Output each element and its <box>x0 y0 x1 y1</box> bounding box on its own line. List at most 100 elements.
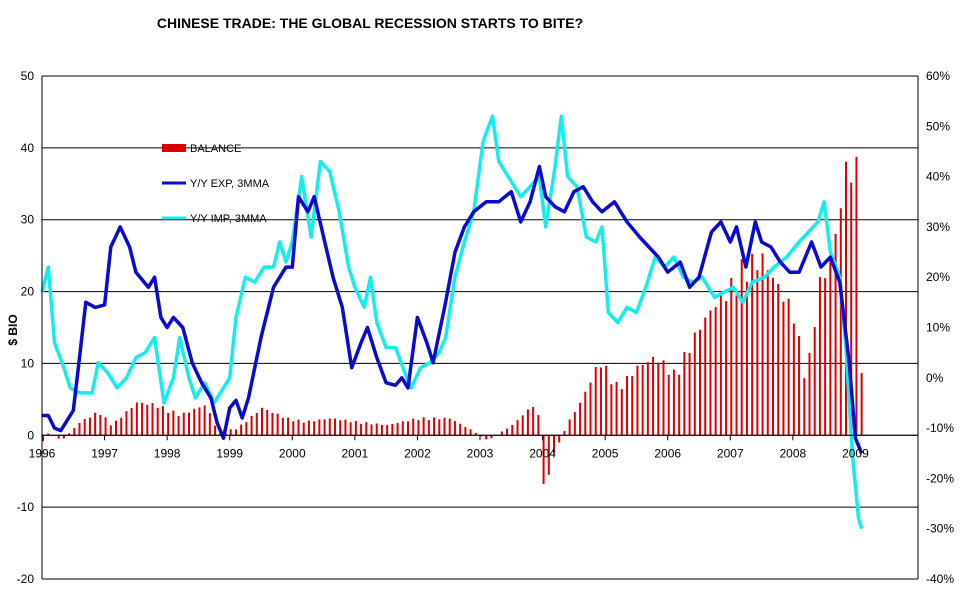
balance-bar <box>672 369 675 436</box>
balance-bar <box>542 435 545 485</box>
balance-bar <box>667 374 670 436</box>
balance-bar <box>438 419 441 436</box>
balance-bar <box>506 428 509 436</box>
balance-bar <box>443 417 446 436</box>
x-tick-label: 2007 <box>717 446 744 460</box>
y2-tick-label: 20% <box>926 270 950 284</box>
y-tick-label: 20 <box>21 285 35 299</box>
balance-bar <box>386 424 389 436</box>
balance-bar <box>730 277 733 436</box>
balance-bar <box>391 423 394 436</box>
balance-bar <box>120 417 123 436</box>
balance-bar <box>135 402 138 436</box>
balance-bar <box>182 412 185 436</box>
balance-bar <box>818 277 821 436</box>
y2-tick-label: 60% <box>926 69 950 83</box>
y2-tick-label: -40% <box>926 572 954 586</box>
balance-bar <box>156 407 159 436</box>
right-axis-ticks: -40% -30% -20% -10% 0% 10% 20% 30% 40% 50% 60% <box>926 69 954 586</box>
balance-bar <box>104 417 107 436</box>
balance-bar <box>584 391 587 436</box>
x-tick-label: 2003 <box>467 446 494 460</box>
y2-tick-label: -30% <box>926 522 954 536</box>
balance-bar <box>850 182 853 436</box>
balance-bar <box>646 362 649 436</box>
balance-bar <box>125 411 128 436</box>
balance-bar <box>276 413 279 436</box>
balance-bar <box>547 435 550 475</box>
legend-label-exports: Y/Y EXP, 3MMA <box>190 178 270 190</box>
balance-bar <box>266 409 269 436</box>
y-tick-label: 50 <box>21 69 35 83</box>
balance-bar <box>422 417 425 436</box>
left-axis-ticks: -20 -10 0 10 20 30 40 50 <box>17 69 35 586</box>
balance-bar <box>281 417 284 436</box>
balance-bar <box>485 435 488 440</box>
balance-bar <box>620 389 623 436</box>
balance-bar <box>521 415 524 436</box>
balance-bar <box>271 412 274 436</box>
balance-bar <box>537 415 540 436</box>
balance-bar <box>745 281 748 436</box>
balance-bar <box>214 425 217 436</box>
balance-bar <box>287 417 290 436</box>
balance-bar <box>313 421 316 436</box>
balance-bar <box>255 412 258 436</box>
y-tick-label: 0 <box>27 428 34 442</box>
balance-bar <box>511 424 514 436</box>
balance-bar <box>94 412 97 436</box>
balance-bar <box>772 277 774 436</box>
balance-bar <box>558 435 561 443</box>
balance-bar <box>177 415 180 436</box>
balance-bar <box>532 406 535 436</box>
balance-bar <box>73 428 76 436</box>
legend: BALANCE Y/Y EXP, 3MMA Y/Y IMP, 3MMA <box>162 143 270 225</box>
balance-bar <box>188 412 190 436</box>
y-tick-label: 30 <box>21 213 35 227</box>
balance-bar <box>719 292 722 436</box>
x-tick-label: 2001 <box>342 446 369 460</box>
balance-bar <box>328 418 331 436</box>
balance-bar <box>688 352 691 436</box>
balance-bar <box>631 375 634 436</box>
balance-bar <box>109 425 112 436</box>
balance-bar <box>99 415 102 436</box>
balance-bar <box>334 418 336 436</box>
balance-bar <box>198 407 201 436</box>
balance-bar <box>323 419 326 436</box>
balance-bar <box>480 435 482 437</box>
balance-bar <box>699 329 701 436</box>
y2-tick-label: 50% <box>926 119 950 133</box>
balance-bar <box>245 421 248 436</box>
balance-bar <box>725 301 728 436</box>
y-tick-label: 40 <box>21 141 35 155</box>
x-tick-label: 1996 <box>29 446 56 460</box>
balance-bar <box>860 373 863 436</box>
x-axis-ticks: 1996 1997 1998 1999 2000 2001 2002 2003 2004 2005… <box>29 434 918 460</box>
balance-bar <box>766 270 769 436</box>
balance-bar <box>735 295 738 436</box>
balance-bar <box>161 406 164 436</box>
balance-bar <box>83 418 86 436</box>
balance-bar <box>579 402 582 436</box>
balance-bars <box>42 156 863 485</box>
balance-bar <box>594 367 597 436</box>
x-tick-label: 2008 <box>780 446 807 460</box>
balance-bar <box>740 259 743 436</box>
balance-bar <box>761 253 764 436</box>
balance-bar <box>568 419 571 436</box>
balance-bar <box>599 367 602 436</box>
y2-tick-label: 40% <box>926 170 950 184</box>
balance-bar <box>813 327 816 436</box>
x-tick-label: 1998 <box>154 446 181 460</box>
balance-bar <box>490 435 493 439</box>
balance-bar <box>401 421 404 436</box>
balance-bar <box>151 403 154 436</box>
legend-label-imports: Y/Y IMP, 3MMA <box>190 213 267 225</box>
balance-bar <box>354 420 357 436</box>
legend-label-balance: BALANCE <box>190 143 241 155</box>
balance-bar <box>297 419 300 436</box>
x-tick-label: 1999 <box>216 446 243 460</box>
imports-line <box>40 114 864 530</box>
balance-bar <box>370 424 373 436</box>
